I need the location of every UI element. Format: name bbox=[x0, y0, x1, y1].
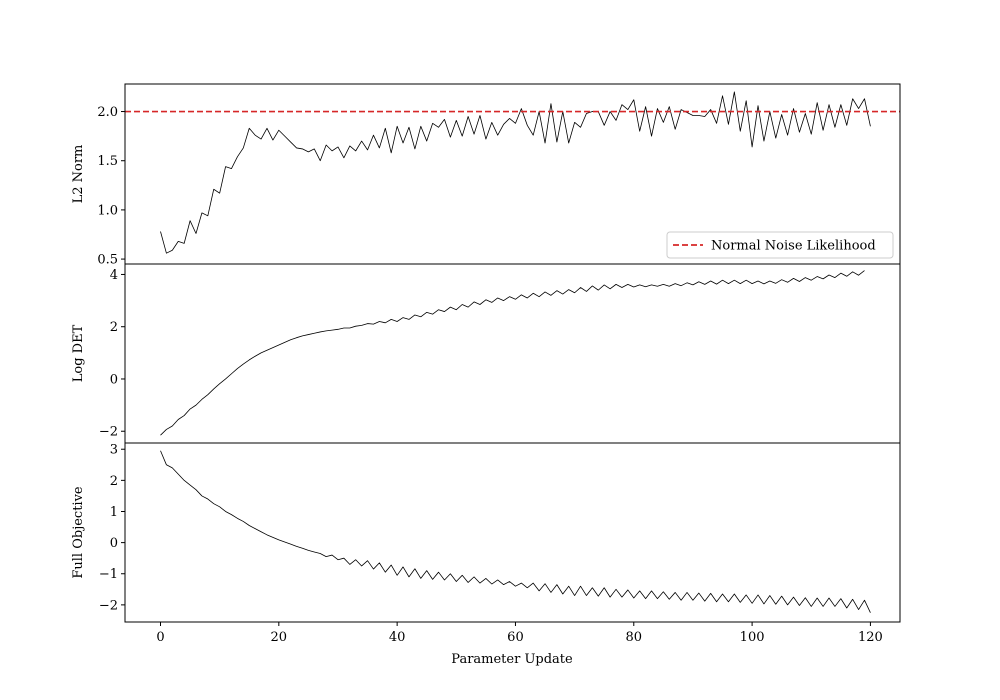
l2-norm-ylabel: L2 Norm bbox=[71, 145, 86, 204]
x-tick-label: 40 bbox=[389, 630, 406, 645]
x-tick-label: 100 bbox=[740, 630, 765, 645]
full-ytick-label: −2 bbox=[99, 598, 118, 613]
panel-full-objective: −2 −1 0 1 2 3 Full Objective bbox=[71, 442, 901, 623]
l2-ytick-label: 1.5 bbox=[97, 154, 118, 169]
x-tick-label: 20 bbox=[271, 630, 288, 645]
log-det-yticks: −2 0 2 4 bbox=[99, 268, 125, 440]
x-tick-label: 60 bbox=[507, 630, 524, 645]
x-axis-label: Parameter Update bbox=[451, 652, 573, 667]
l2-norm-yticks: 0.5 1.0 1.5 2.0 bbox=[97, 105, 125, 268]
l2-norm-series-layer bbox=[125, 91, 900, 254]
logdet-ytick-label: −2 bbox=[99, 425, 118, 440]
panel-l2-norm: 0.5 1.0 1.5 2.0 L2 Norm Normal Noise Likeli… bbox=[71, 83, 901, 268]
legend: Normal Noise Likelihood bbox=[666, 231, 894, 259]
full-objective-series-layer bbox=[160, 450, 871, 613]
l2-ytick-label: 0.5 bbox=[97, 253, 118, 268]
logdet-series-line bbox=[160, 270, 865, 436]
full-objective-axes-frame bbox=[124, 442, 901, 623]
logdet-ytick-label: 0 bbox=[110, 372, 118, 387]
full-objective-yticks: −2 −1 0 1 2 3 bbox=[99, 443, 125, 613]
full-ytick-label: 2 bbox=[110, 474, 118, 489]
x-tick-label: 120 bbox=[858, 630, 883, 645]
full-objective-ylabel: Full Objective bbox=[71, 486, 86, 579]
panel-log-det: −2 0 2 4 Log DET bbox=[71, 263, 901, 444]
l2-ytick-label: 2.0 bbox=[97, 105, 118, 120]
l2-ytick-label: 1.0 bbox=[97, 203, 118, 218]
x-tick-label: 0 bbox=[156, 630, 164, 645]
full-ytick-label: 3 bbox=[110, 443, 118, 458]
full-ytick-label: 1 bbox=[110, 505, 118, 520]
full-ytick-label: −1 bbox=[99, 567, 118, 582]
x-tick-label: 80 bbox=[626, 630, 643, 645]
legend-box bbox=[666, 231, 894, 259]
log-det-ylabel: Log DET bbox=[71, 324, 86, 382]
log-det-series-layer bbox=[160, 270, 865, 436]
logdet-ytick-label: 2 bbox=[110, 320, 118, 335]
full-ytick-label: 0 bbox=[110, 536, 118, 551]
x-axis-ticks: 0 20 40 60 80 100 120 bbox=[156, 622, 883, 645]
full-series-line bbox=[160, 450, 871, 613]
l2-series-line bbox=[160, 91, 871, 254]
legend-label: Normal Noise Likelihood bbox=[711, 239, 876, 254]
logdet-ytick-label: 4 bbox=[110, 268, 118, 283]
